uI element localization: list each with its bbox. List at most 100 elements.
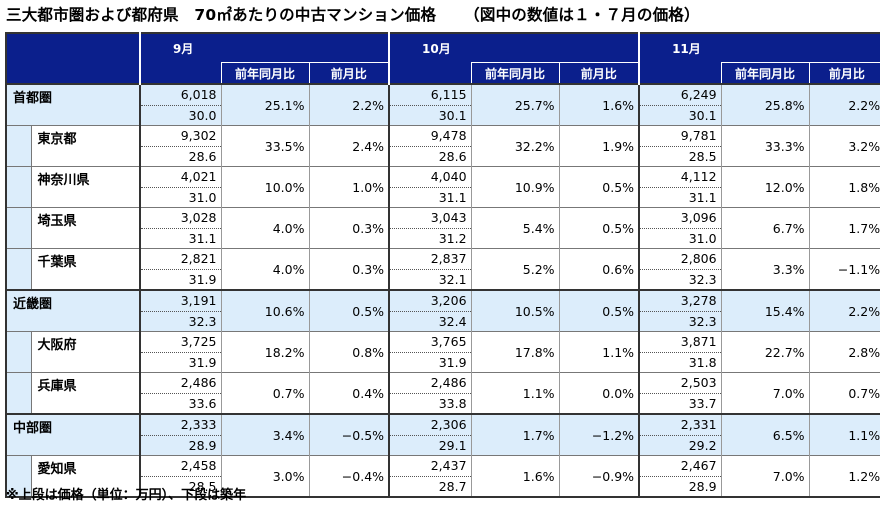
yoy-value: 7.0% — [720, 455, 810, 497]
row-label: 千葉県 — [30, 248, 140, 290]
yoy-value: 0.7% — [220, 372, 309, 414]
age-value: 33.6 — [188, 395, 217, 411]
price-value: 3,043 — [390, 208, 471, 229]
mom-subheader: 前月比 — [808, 62, 880, 85]
table-row: 中部圏 2,333 28.9 3.4% −0.5% 2,306 29.1 1.7% −1.2% 2… — [6, 414, 880, 456]
price-age-cell: 3,871 31.8 — [638, 331, 722, 373]
price-value: 9,781 — [640, 126, 721, 147]
mom-value: 2.4% — [308, 125, 390, 167]
price-subheader — [139, 62, 221, 84]
price-value: 2,467 — [640, 456, 721, 477]
price-age-cell: 4,021 31.0 — [139, 166, 221, 208]
price-age-cell: 3,191 32.3 — [139, 290, 221, 332]
row-label: 近畿圏 — [6, 290, 140, 332]
yoy-value: 3.4% — [220, 414, 309, 456]
age-value: 28.7 — [438, 478, 467, 494]
corner-header — [6, 33, 140, 84]
mom-value: 0.7% — [808, 372, 880, 414]
mom-value: 0.5% — [558, 207, 640, 249]
yoy-value: 15.4% — [720, 290, 810, 332]
price-value: 4,112 — [640, 167, 721, 188]
age-value: 31.8 — [688, 354, 717, 370]
yoy-value: 17.8% — [470, 331, 560, 373]
sub-header-row: 前年同月比 前月比 前年同月比 前月比 前年同月比 前月比 — [6, 62, 880, 85]
price-age-cell: 2,437 28.7 — [388, 455, 472, 497]
price-value: 3,028 — [141, 208, 221, 229]
age-value: 32.4 — [438, 313, 467, 329]
price-age-cell: 3,278 32.3 — [638, 290, 722, 332]
price-value: 3,871 — [640, 332, 721, 353]
price-age-cell: 3,765 31.9 — [388, 331, 472, 373]
age-value: 31.0 — [188, 189, 217, 205]
mom-value: −0.9% — [558, 455, 640, 497]
row-indent — [6, 248, 31, 290]
row-label: 埼玉県 — [30, 207, 140, 249]
price-age-cell: 9,302 28.6 — [139, 125, 221, 167]
mom-value: −0.5% — [308, 414, 390, 456]
yoy-value: 33.5% — [220, 125, 309, 167]
mom-value: 1.9% — [558, 125, 640, 167]
age-value: 32.3 — [688, 313, 717, 329]
mom-value: 1.6% — [558, 84, 640, 126]
row-indent — [6, 331, 31, 373]
price-age-cell: 3,206 32.4 — [388, 290, 472, 332]
row-label: 東京都 — [30, 125, 140, 167]
price-value: 3,206 — [390, 291, 471, 312]
price-value: 3,096 — [640, 208, 721, 229]
yoy-subheader: 前年同月比 — [720, 62, 810, 85]
row-label: 首都圏 — [6, 84, 140, 126]
mom-value: 1.1% — [808, 414, 880, 456]
row-indent — [6, 125, 31, 167]
price-value: 2,331 — [640, 415, 721, 436]
age-value: 30.0 — [188, 107, 217, 123]
row-indent — [6, 455, 31, 497]
page-title: 三大都市圏および都府県 70㎡あたりの中古マンション価格 （図中の数値は１・７月の… — [6, 6, 700, 24]
yoy-value: 25.7% — [470, 84, 560, 126]
mom-value: 2.2% — [808, 290, 880, 332]
mom-value: 1.8% — [808, 166, 880, 208]
yoy-value: 3.0% — [220, 455, 309, 497]
yoy-value: 10.0% — [220, 166, 309, 208]
mom-subheader: 前月比 — [558, 62, 640, 85]
row-indent — [6, 166, 31, 208]
price-value: 6,115 — [390, 85, 471, 106]
mom-value: 0.5% — [308, 290, 390, 332]
yoy-value: 5.4% — [470, 207, 560, 249]
yoy-value: 1.1% — [470, 372, 560, 414]
yoy-value: 22.7% — [720, 331, 810, 373]
price-age-cell: 6,018 30.0 — [139, 84, 221, 126]
yoy-value: 33.3% — [720, 125, 810, 167]
price-age-cell: 2,333 28.9 — [139, 414, 221, 456]
price-value: 2,458 — [141, 456, 221, 477]
mom-value: 0.5% — [558, 166, 640, 208]
table-row: 東京都 9,302 28.6 33.5% 2.4% 9,478 28.6 32.2% 1.9% 9… — [6, 125, 880, 167]
age-value: 31.1 — [188, 230, 217, 246]
table-row: 埼玉県 3,028 31.1 4.0% 0.3% 3,043 31.2 5.4% 0.5% 3,0… — [6, 207, 880, 249]
table-body: 首都圏 6,018 30.0 25.1% 2.2% 6,115 30.1 25.7% 1.6% 6… — [6, 84, 880, 497]
table-row: 近畿圏 3,191 32.3 10.6% 0.5% 3,206 32.4 10.5% 0.5% 3… — [6, 290, 880, 332]
month-header-11: 11月 — [638, 33, 880, 63]
age-value: 29.2 — [688, 437, 717, 453]
row-label: 兵庫県 — [30, 372, 140, 414]
price-value: 2,437 — [390, 456, 471, 477]
mom-value: −1.1% — [808, 248, 880, 290]
price-value: 9,478 — [390, 126, 471, 147]
price-age-cell: 4,112 31.1 — [638, 166, 722, 208]
price-value: 6,249 — [640, 85, 721, 106]
price-value: 3,191 — [141, 291, 221, 312]
age-value: 28.5 — [688, 148, 717, 164]
yoy-value: 25.1% — [220, 84, 309, 126]
price-value: 2,306 — [390, 415, 471, 436]
price-subheader — [388, 62, 472, 84]
yoy-value: 10.5% — [470, 290, 560, 332]
price-age-cell: 6,249 30.1 — [638, 84, 722, 126]
mom-value: 0.3% — [308, 207, 390, 249]
table-row: 大阪府 3,725 31.9 18.2% 0.8% 3,765 31.9 17.8% 1.1% 3… — [6, 331, 880, 373]
age-value: 28.9 — [188, 437, 217, 453]
price-table: 9月 10月 11月 前年同月比 前月比 前年同月比 前月比 前年同月比 前月比… — [5, 32, 880, 498]
yoy-value: 1.6% — [470, 455, 560, 497]
price-age-cell: 2,486 33.6 — [139, 372, 221, 414]
yoy-value: 7.0% — [720, 372, 810, 414]
row-indent — [6, 372, 31, 414]
yoy-value: 4.0% — [220, 248, 309, 290]
